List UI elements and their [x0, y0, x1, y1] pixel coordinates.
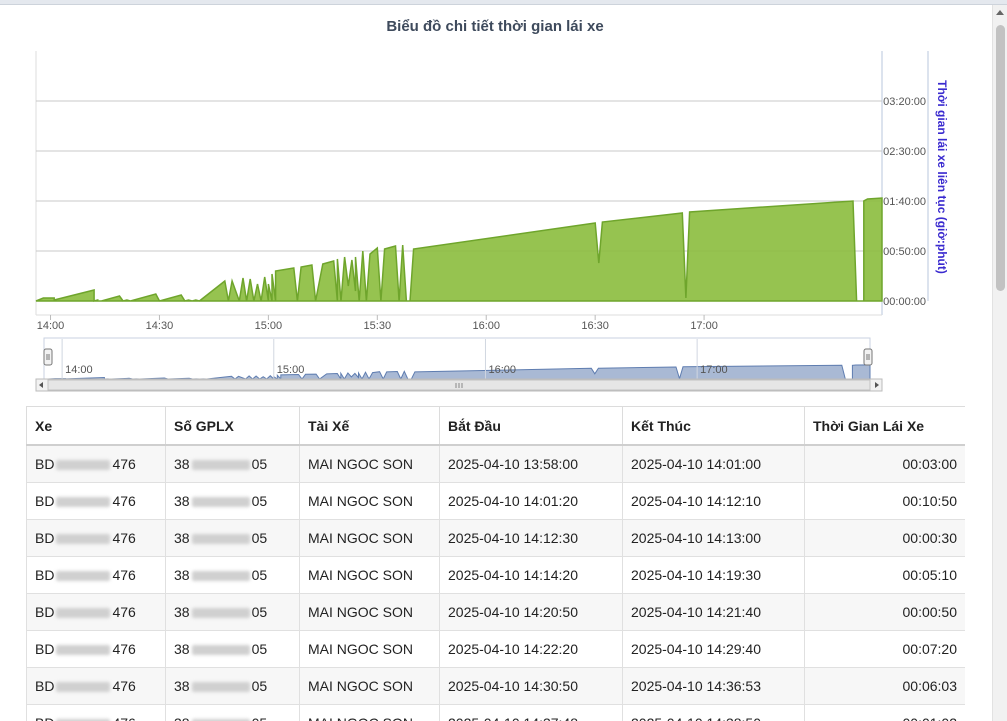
- table-row[interactable]: BD 476 38 05 MAI NGOC SON 2025-04-10 14:14:20…: [26, 556, 965, 594]
- scroll-up-arrow-icon[interactable]: [996, 10, 1004, 15]
- x-tick-label: 16:00: [472, 320, 500, 332]
- table-row[interactable]: BD 476 38 05 MAI NGOC SON 2025-04-10 14:22:20…: [26, 630, 965, 668]
- column-header-start[interactable]: Bắt Đầu: [439, 406, 623, 446]
- y-axis-label: Thời gian lái xe liên tục (giờ:phút): [935, 80, 949, 274]
- x-tick-label: 14:00: [37, 320, 65, 332]
- table-row[interactable]: BD 476 38 05 MAI NGOC SON 2025-04-10 14:20:50…: [26, 593, 965, 631]
- table-header-row: Xe Số GPLX Tài Xế Bắt Đầu Kết Thúc Thời …: [26, 406, 965, 446]
- cell-driver: MAI NGOC SON: [299, 667, 440, 705]
- cell-duration: 00:05:10: [804, 556, 965, 594]
- x-tick-label: 16:30: [581, 320, 609, 332]
- cell-duration: 00:01:02: [804, 704, 965, 721]
- column-header-duration[interactable]: Thời Gian Lái Xe: [804, 406, 965, 446]
- page-scroll-thumb[interactable]: [996, 25, 1005, 291]
- navigator-ticks: 14:00 15:00 16:00 17:00: [61, 339, 728, 379]
- cell-duration: 00:07:20: [804, 630, 965, 668]
- cell-end: 2025-04-10 14:13:00: [622, 519, 805, 557]
- cell-end: 2025-04-10 14:01:00: [622, 444, 805, 483]
- navigator-tick-label: 15:00: [277, 364, 305, 376]
- y-axis-ticks: 00:00:00 00:50:00 01:40:00 02:30:00 03:20:00: [883, 96, 926, 308]
- driving-sessions-table: Xe Số GPLX Tài Xế Bắt Đầu Kết Thúc Thời …: [26, 406, 965, 721]
- column-header-vehicle[interactable]: Xe: [26, 406, 166, 446]
- column-header-license[interactable]: Số GPLX: [165, 406, 300, 446]
- chart-title: Biểu đồ chi tiết thời gian lái xe: [386, 18, 603, 35]
- cell-duration: 00:06:03: [804, 667, 965, 705]
- cell-end: 2025-04-10 14:21:40: [622, 593, 805, 631]
- column-header-driver[interactable]: Tài Xế: [299, 406, 440, 446]
- navigator-handle-left[interactable]: [43, 348, 53, 366]
- cell-driver: MAI NGOC SON: [299, 482, 440, 520]
- navigator-scrollbar[interactable]: [35, 378, 883, 392]
- cell-end: 2025-04-10 14:12:10: [622, 482, 805, 520]
- cell-start: 2025-04-10 14:01:20: [439, 482, 623, 520]
- page-vertical-scrollbar[interactable]: [992, 5, 1007, 721]
- column-header-end[interactable]: Kết Thúc: [622, 406, 805, 446]
- chart-area-series: [35, 197, 883, 302]
- cell-driver: MAI NGOC SON: [299, 519, 440, 557]
- scroll-right-arrow-icon[interactable]: [875, 382, 879, 388]
- chart-canvas: Biểu đồ chi tiết thời gian lái xe 00:00:…: [35, 18, 949, 392]
- cell-driver: MAI NGOC SON: [299, 630, 440, 668]
- cell-end: 2025-04-10 14:38:50: [622, 704, 805, 721]
- cell-duration: 00:00:30: [804, 519, 965, 557]
- cell-start: 2025-04-10 14:20:50: [439, 593, 623, 631]
- driving-time-chart: Biểu đồ chi tiết thời gian lái xe 00:00:…: [0, 5, 992, 400]
- cell-duration: 00:10:50: [804, 482, 965, 520]
- table-row[interactable]: BD 476 38 05 MAI NGOC SON 2025-04-10 14:01:20…: [26, 482, 965, 520]
- navigator-tick-label: 17:00: [700, 364, 728, 376]
- cell-start: 2025-04-10 14:14:20: [439, 556, 623, 594]
- cell-start: 2025-04-10 14:12:30: [439, 519, 623, 557]
- y-tick-label: 02:30:00: [883, 146, 926, 158]
- table-row[interactable]: BD 476 38 05 MAI NGOC SON 2025-04-10 13:58:00…: [26, 444, 965, 483]
- cell-driver: MAI NGOC SON: [299, 593, 440, 631]
- cell-end: 2025-04-10 14:19:30: [622, 556, 805, 594]
- x-axis-ticks: 14:00 14:30 15:00 15:30 16:00 16:30 17:00: [37, 315, 718, 332]
- cell-start: 2025-04-10 14:22:20: [439, 630, 623, 668]
- y-tick-label: 03:20:00: [883, 96, 926, 108]
- table-row[interactable]: BD 476 38 05 MAI NGOC SON 2025-04-10 14:30:50…: [26, 667, 965, 705]
- navigator-tick-label: 16:00: [488, 364, 516, 376]
- cell-driver: MAI NGOC SON: [299, 704, 440, 721]
- navigator-tick-label: 14:00: [65, 364, 93, 376]
- cell-driver: MAI NGOC SON: [299, 556, 440, 594]
- window-top-border: [0, 0, 1007, 5]
- chart-navigator[interactable]: 14:00 15:00 16:00 17:00: [35, 337, 883, 392]
- navigator-handle-right[interactable]: [863, 348, 873, 366]
- x-tick-label: 17:00: [690, 320, 718, 332]
- cell-duration: 00:00:50: [804, 593, 965, 631]
- cell-driver: MAI NGOC SON: [299, 444, 440, 483]
- x-tick-label: 15:00: [255, 320, 283, 332]
- x-tick-label: 15:30: [364, 320, 392, 332]
- cell-end: 2025-04-10 14:29:40: [622, 630, 805, 668]
- y-tick-label: 00:50:00: [883, 246, 926, 258]
- cell-start: 2025-04-10 13:58:00: [439, 444, 623, 483]
- scroll-left-arrow-icon[interactable]: [39, 382, 43, 388]
- table-row[interactable]: BD 476 38 05 MAI NGOC SON 2025-04-10 14:12:30…: [26, 519, 965, 557]
- cell-start: 2025-04-10 14:37:48: [439, 704, 623, 721]
- x-tick-label: 14:30: [146, 320, 174, 332]
- cell-end: 2025-04-10 14:36:53: [622, 667, 805, 705]
- cell-start: 2025-04-10 14:30:50: [439, 667, 623, 705]
- cell-duration: 00:03:00: [804, 444, 965, 483]
- y-tick-label: 01:40:00: [883, 196, 926, 208]
- y-tick-label: 00:00:00: [883, 296, 926, 308]
